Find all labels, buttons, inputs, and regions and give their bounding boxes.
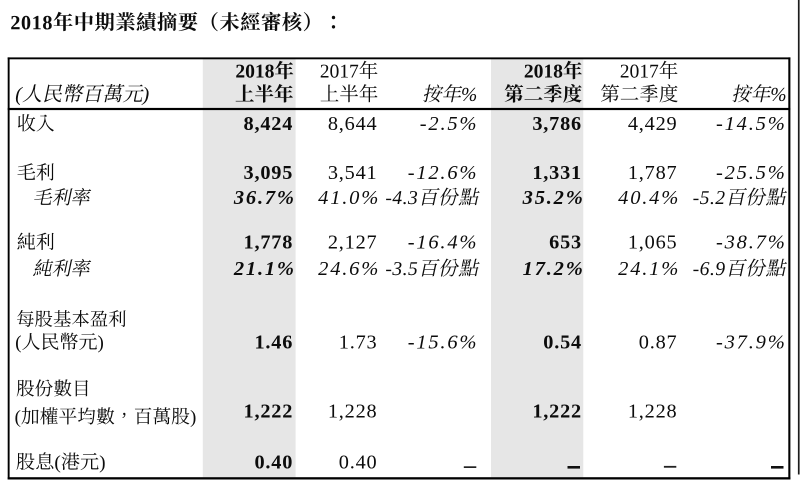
svg-text:21.1%: 21.1% <box>233 258 296 280</box>
svg-text:1.46: 1.46 <box>254 332 293 354</box>
svg-text:3,786: 3,786 <box>532 113 582 135</box>
svg-text:1,228: 1,228 <box>328 400 378 422</box>
svg-text:1.73: 1.73 <box>339 332 378 354</box>
svg-text:8,424: 8,424 <box>244 113 294 135</box>
svg-text:1,331: 1,331 <box>532 162 582 184</box>
svg-text:35.2%: 35.2% <box>522 187 585 209</box>
svg-text:0.40: 0.40 <box>254 452 293 474</box>
svg-text:1,778: 1,778 <box>244 232 294 254</box>
svg-text:36.7%: 36.7% <box>233 187 296 209</box>
svg-text:3,541: 3,541 <box>328 162 378 184</box>
svg-text:1,228: 1,228 <box>628 400 678 422</box>
svg-text:-12.6%: -12.6% <box>408 162 479 184</box>
svg-text:40.4%: 40.4% <box>618 187 680 209</box>
svg-text:-16.4%: -16.4% <box>408 232 479 254</box>
svg-text:3,095: 3,095 <box>244 162 294 184</box>
svg-text:653: 653 <box>549 232 582 254</box>
svg-text:-38.7%: -38.7% <box>716 232 787 254</box>
svg-text:41.0%: 41.0% <box>318 187 380 209</box>
svg-text:-37.9%: -37.9% <box>716 332 787 354</box>
svg-text:24.6%: 24.6% <box>318 258 380 280</box>
svg-text:0.87: 0.87 <box>639 332 678 354</box>
svg-text:0.54: 0.54 <box>543 332 582 354</box>
svg-text:1,065: 1,065 <box>628 232 678 254</box>
svg-text:2,127: 2,127 <box>328 232 378 254</box>
svg-text:-14.5%: -14.5% <box>716 113 787 135</box>
svg-text:1,787: 1,787 <box>628 162 678 184</box>
svg-text:17.2%: 17.2% <box>523 258 585 280</box>
svg-text:1,222: 1,222 <box>244 400 294 422</box>
svg-text:-2.5%: -2.5% <box>420 113 479 135</box>
svg-text:-25.5%: -25.5% <box>716 162 787 184</box>
svg-text:0.40: 0.40 <box>339 452 378 474</box>
svg-text:1,222: 1,222 <box>532 400 582 422</box>
svg-text:8,644: 8,644 <box>328 113 378 135</box>
svg-text:24.1%: 24.1% <box>618 258 680 280</box>
svg-text:4,429: 4,429 <box>628 113 678 135</box>
svg-text:-15.6%: -15.6% <box>408 332 479 354</box>
